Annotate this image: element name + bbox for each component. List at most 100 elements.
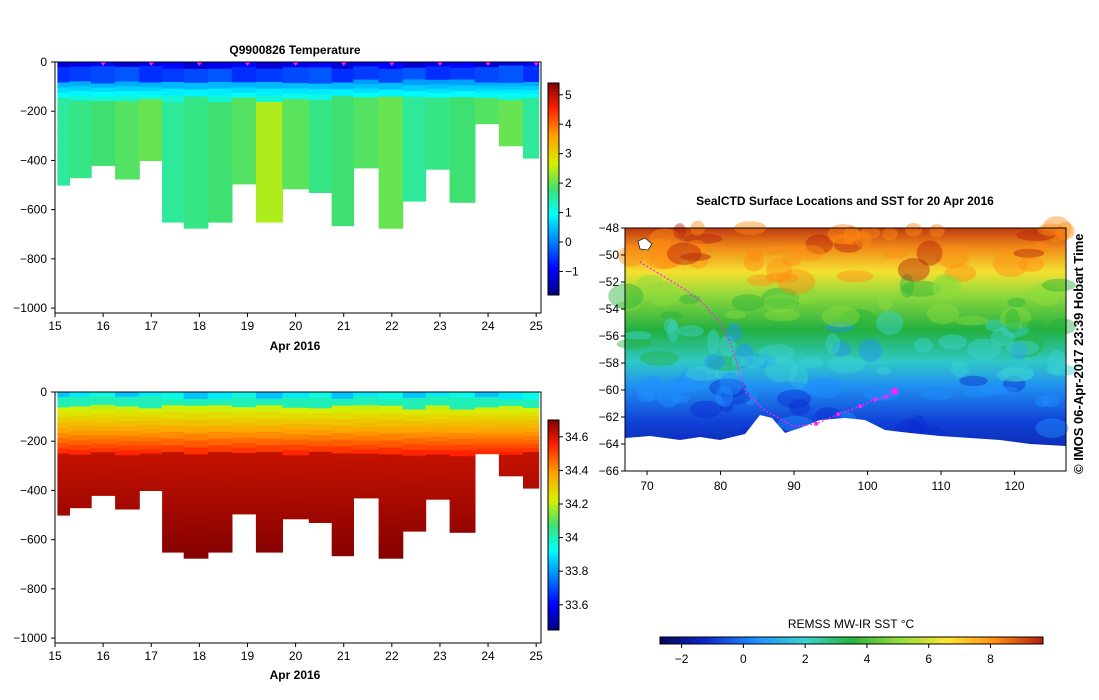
- section-cell: [183, 509, 209, 518]
- section-cell: [139, 123, 163, 129]
- section-cell: [449, 415, 476, 422]
- section-cell: [207, 182, 233, 190]
- section-cell: [449, 444, 476, 451]
- section-cell: [474, 92, 500, 96]
- section-cell: [498, 454, 524, 459]
- section-cell: [207, 102, 233, 110]
- sst-colorbar-tick-label: 4: [864, 652, 871, 666]
- section-cell: [57, 412, 70, 419]
- section-cell: [162, 505, 185, 513]
- section-cell: [69, 483, 92, 489]
- section-cell: [353, 132, 380, 138]
- section-cell: [231, 473, 257, 479]
- section-cell: [474, 415, 500, 419]
- section-cell: [207, 492, 233, 500]
- section-cell: [331, 68, 354, 77]
- section-cell: [449, 120, 476, 127]
- section-cell: [425, 75, 451, 81]
- section-cell: [353, 409, 380, 415]
- section-cell: [57, 494, 70, 501]
- section-cell: [353, 422, 380, 428]
- section-cell: [139, 474, 163, 479]
- section-cell: [308, 413, 333, 420]
- section-cell: [57, 479, 70, 485]
- section-cell: [183, 530, 209, 538]
- section-cell: [231, 412, 257, 418]
- section-cell: [91, 396, 116, 402]
- section-cell: [308, 105, 333, 112]
- section-cell: [425, 160, 451, 166]
- section-cell: [425, 66, 451, 72]
- section-cell: [207, 545, 233, 553]
- lat-tick-label: −62: [599, 410, 620, 424]
- x-tick-label: 20: [289, 319, 303, 333]
- section-cell: [308, 473, 333, 480]
- section-cell: [139, 408, 163, 414]
- section-cell: [331, 439, 354, 448]
- section-cell: [498, 465, 524, 470]
- section-cell: [91, 460, 116, 466]
- section-cell: [231, 452, 257, 459]
- section-cell: [69, 95, 92, 102]
- section-cell: [207, 68, 233, 76]
- section-cell: [255, 485, 283, 493]
- section-cell: [207, 398, 233, 406]
- section-cell: [255, 398, 283, 406]
- section-cell: [449, 491, 476, 498]
- colorbar-tick-label: 33.6: [565, 598, 589, 612]
- section-cell: [57, 164, 70, 171]
- section-cell: [91, 465, 116, 471]
- section-cell: [183, 454, 209, 462]
- section-cell: [91, 118, 116, 123]
- imos-timestamp: © IMOS 06-Apr-2017 23:39 Hobart Time: [1071, 233, 1086, 474]
- section-cell: [207, 392, 233, 400]
- section-cell: [255, 168, 283, 176]
- section-cell: [255, 122, 283, 130]
- section-cell: [162, 445, 185, 453]
- section-cell: [282, 444, 310, 451]
- section-cell: [183, 433, 209, 441]
- section-cell: [308, 78, 333, 85]
- section-cell: [115, 130, 140, 136]
- x-tick-label: 21: [337, 649, 351, 663]
- section-cell: [353, 106, 380, 112]
- section-cell: [449, 138, 476, 145]
- section-cell: [183, 158, 209, 167]
- section-cell: [57, 72, 70, 78]
- section-cell: [402, 507, 427, 515]
- section-cell: [207, 75, 233, 83]
- section-cell: [162, 135, 185, 143]
- surface-marker: [485, 62, 492, 66]
- section-cell: [523, 396, 540, 401]
- section-cell: [498, 128, 524, 133]
- section-cell: [378, 138, 404, 146]
- section-cell: [162, 438, 185, 446]
- sst-patch: [673, 223, 687, 240]
- section-cell: [115, 445, 140, 452]
- section-cell: [139, 119, 163, 125]
- section-cell: [498, 444, 524, 449]
- sst-patch: [648, 281, 680, 307]
- section-cell: [255, 208, 283, 216]
- section-cell: [162, 162, 185, 170]
- section-cell: [255, 432, 283, 440]
- section-cell: [231, 422, 257, 429]
- section-cell: [69, 425, 92, 432]
- section-cell: [231, 432, 257, 439]
- seal-track: [639, 261, 896, 428]
- section-cell: [57, 468, 70, 475]
- section-cell: [474, 74, 500, 78]
- section-cell: [91, 156, 116, 162]
- section-cell: [353, 159, 380, 164]
- section-cell: [498, 72, 524, 77]
- section-cell: [331, 480, 354, 488]
- section-cell: [308, 435, 333, 442]
- section-cell: [331, 419, 354, 427]
- y-tick-label: −200: [20, 104, 47, 118]
- section-cell: [353, 70, 380, 76]
- section-cell: [523, 146, 540, 151]
- sst-patch: [761, 297, 800, 310]
- sst-patch: [657, 384, 681, 408]
- section-cell: [139, 70, 163, 75]
- section-cell: [115, 101, 140, 107]
